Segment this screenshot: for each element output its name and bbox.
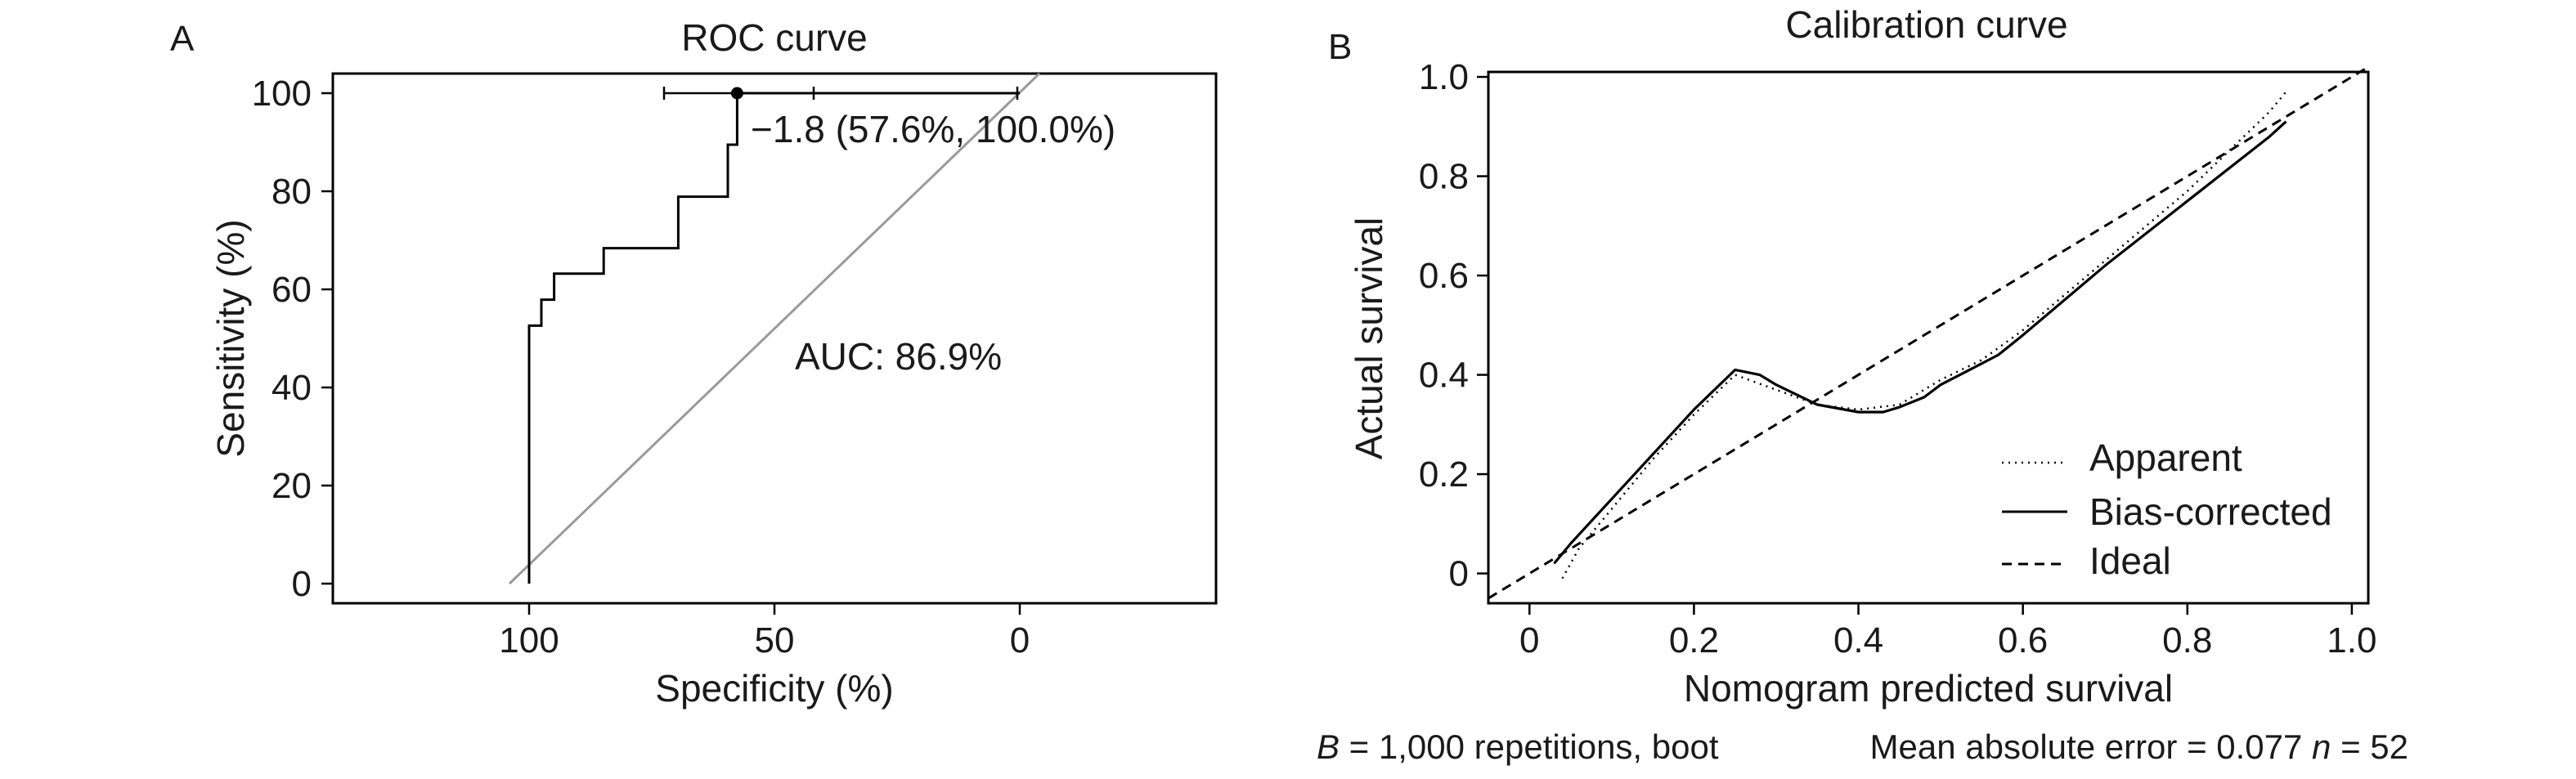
calibration-plot-frame xyxy=(1487,70,2370,605)
calibration-marks xyxy=(1488,65,2369,600)
roc-y-tick-label: 20 xyxy=(272,466,312,506)
calibration-line-apparent xyxy=(1561,91,2287,580)
legend-label-bias-corrected: Bias-corrected xyxy=(2089,490,2332,533)
calibration-x-tick-label: 0.4 xyxy=(1833,620,1883,660)
calibration-x-tick-label: 0.6 xyxy=(1998,620,2048,660)
roc-x-tick-label: 50 xyxy=(755,620,795,660)
footer-mean-absolute-error: Mean absolute error = 0.077 xyxy=(1870,728,2313,766)
calibration-line-ideal xyxy=(1488,65,2369,600)
roc-threshold-point xyxy=(730,87,743,100)
legend-label-apparent: Apparent xyxy=(2089,437,2242,479)
calibration-y-tick-label: 0.8 xyxy=(1419,157,1469,197)
calibration-panel-label: B xyxy=(1328,27,1352,67)
roc-x-axis-label: Specificity (%) xyxy=(655,667,893,710)
roc-panel-label: A xyxy=(170,19,195,59)
roc-y-tick-label: 0 xyxy=(292,564,312,604)
calibration-title: Calibration curve xyxy=(1785,3,2067,46)
calibration-x-tick-label: 0.8 xyxy=(2162,620,2212,660)
footer-b-symbol: B xyxy=(1317,728,1340,766)
footer-n-value: = 52 xyxy=(2331,728,2408,766)
calibration-x-ticks: 0 0.2 0.4 0.6 0.8 1.0 xyxy=(1519,603,2376,660)
roc-panel: A ROC curve 100 50 0 0 20 40 60 80 100 Specific… xyxy=(170,16,1218,710)
calibration-y-tick-label: 0.6 xyxy=(1419,256,1469,296)
roc-curve xyxy=(527,92,1020,584)
calibration-panel: B Calibration curve 0 0.2 0.4 0.6 0.8 1.0 0 0.… xyxy=(1317,3,2408,766)
calibration-x-axis-label: Nomogram predicted survival xyxy=(1684,667,2173,710)
roc-y-ticks: 0 20 40 60 80 100 xyxy=(252,74,333,604)
roc-y-tick-label: 40 xyxy=(272,368,312,408)
calibration-x-tick-label: 0 xyxy=(1519,620,1539,660)
calibration-y-axis-label: Actual survival xyxy=(1348,217,1390,460)
roc-plot-frame xyxy=(331,72,1218,605)
calibration-x-tick-label: 0.2 xyxy=(1669,620,1719,660)
footer-error-note: Mean absolute error = 0.077 n = 52 xyxy=(1870,728,2408,766)
footer-repetitions: = 1,000 repetitions, boot xyxy=(1340,728,1719,766)
roc-x-tick-label: 100 xyxy=(499,620,559,660)
calibration-y-tick-label: 0.2 xyxy=(1419,454,1469,495)
calibration-y-ticks: 0 0.2 0.4 0.6 0.8 1.0 xyxy=(1419,57,1488,594)
roc-marks xyxy=(508,72,1041,585)
roc-y-tick-label: 80 xyxy=(272,172,312,212)
roc-y-axis-label: Sensitivity (%) xyxy=(209,219,252,457)
roc-y-tick-label: 60 xyxy=(272,270,312,310)
calibration-legend: Apparent Bias-corrected Ideal xyxy=(2002,437,2332,582)
roc-auc-label: AUC: 86.9% xyxy=(795,335,1002,378)
calibration-y-tick-label: 1.0 xyxy=(1419,57,1469,97)
calibration-y-tick-label: 0 xyxy=(1449,554,1469,594)
roc-threshold-label: −1.8 (57.6%, 100.0%) xyxy=(751,108,1115,150)
calibration-x-tick-label: 1.0 xyxy=(2327,620,2376,660)
roc-y-tick-label: 100 xyxy=(252,74,312,114)
roc-title: ROC curve xyxy=(681,16,867,59)
roc-reference-diagonal xyxy=(508,72,1041,585)
footer-n-symbol: n xyxy=(2312,728,2331,766)
calibration-line-bias-corrected xyxy=(1553,120,2287,565)
roc-x-ticks: 100 50 0 xyxy=(499,603,1030,660)
footer-bootstrap-note: B = 1,000 repetitions, boot xyxy=(1317,728,1719,766)
roc-x-tick-label: 0 xyxy=(1010,620,1030,660)
legend-label-ideal: Ideal xyxy=(2089,539,2171,582)
calibration-y-tick-label: 0.4 xyxy=(1419,356,1469,396)
